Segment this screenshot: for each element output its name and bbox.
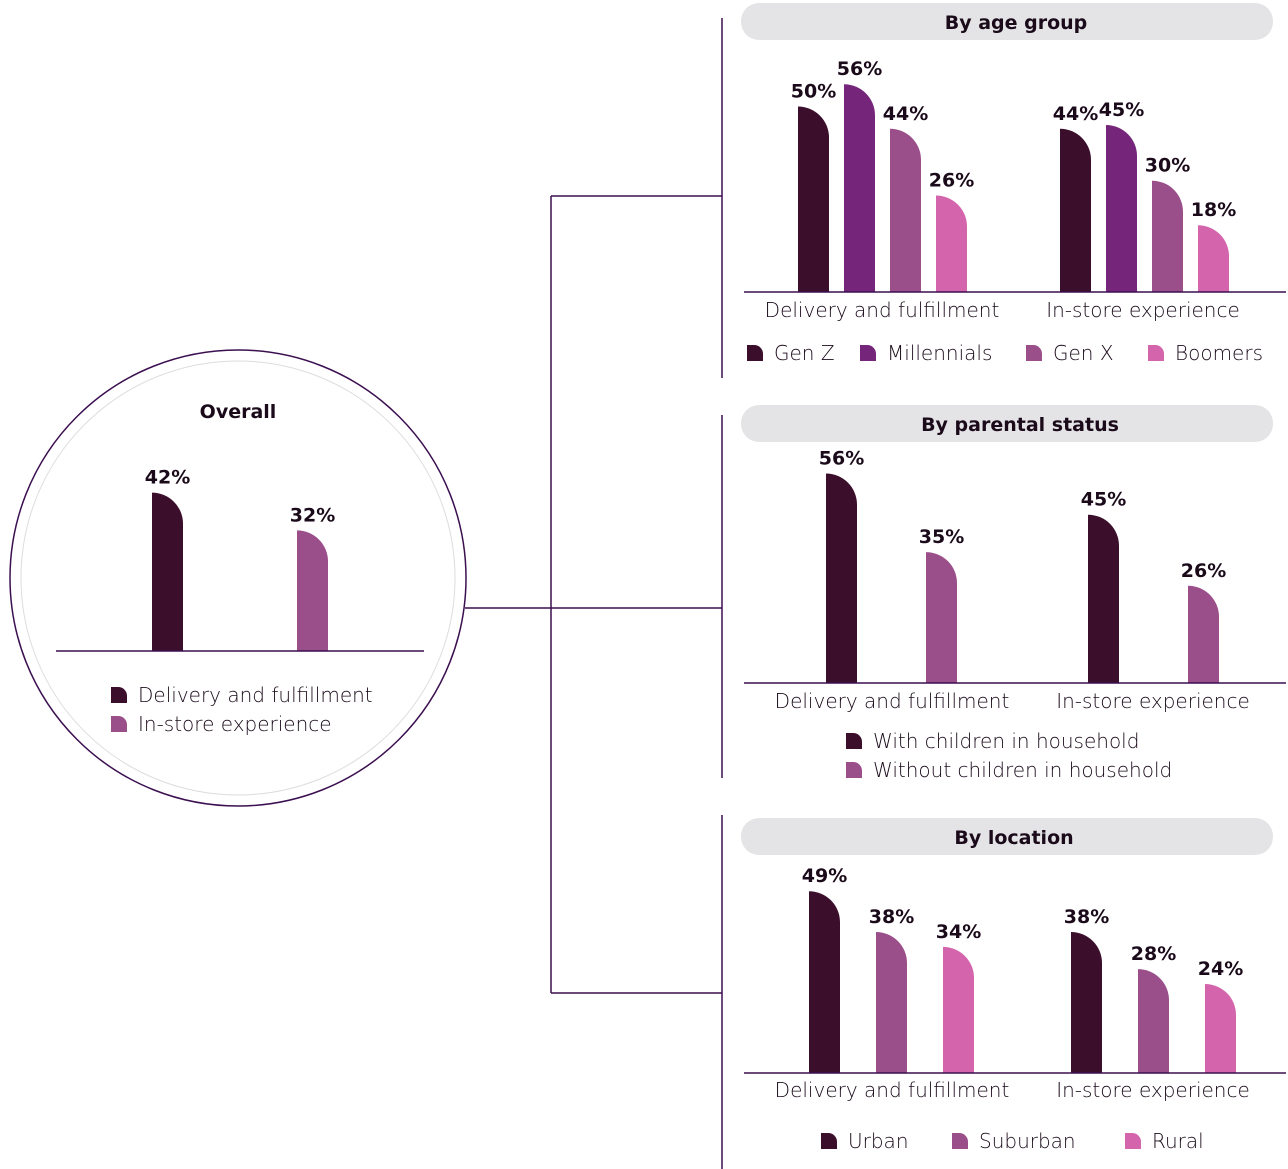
- legend-swatch-icon: [952, 1133, 968, 1149]
- legend-swatch-icon: [821, 1133, 837, 1149]
- data-label: 45%: [1081, 489, 1126, 511]
- bar: [152, 492, 183, 651]
- legend-swatch-icon: [1125, 1133, 1141, 1149]
- legend-swatch-icon: [111, 716, 127, 732]
- chart-title: By age group: [945, 12, 1088, 34]
- category-label: In-store experience: [1056, 689, 1250, 713]
- legend-label: Without children in household: [873, 758, 1172, 782]
- legend-label: Millennials: [887, 341, 992, 365]
- chart-title: By location: [954, 827, 1073, 849]
- chart-title: By parental status: [921, 414, 1119, 436]
- parental-header-bg: [741, 405, 1273, 442]
- data-label: 50%: [791, 81, 836, 103]
- data-label: 45%: [1099, 99, 1144, 121]
- bar: [1088, 514, 1119, 683]
- legend-label: With children in household: [873, 729, 1139, 753]
- legend-label: Urban: [848, 1129, 909, 1153]
- bar: [1188, 585, 1219, 683]
- chart-title: Overall: [200, 401, 277, 423]
- legend-swatch-icon: [747, 345, 763, 361]
- data-label: 26%: [929, 170, 974, 192]
- category-label: In-store experience: [1046, 298, 1240, 322]
- category-label: Delivery and fulfillment: [775, 689, 1010, 713]
- data-label: 38%: [869, 906, 914, 928]
- bar: [1198, 225, 1229, 292]
- legend-label: In-store experience: [138, 712, 332, 736]
- bar: [1106, 125, 1137, 292]
- category-label: In-store experience: [1056, 1078, 1250, 1102]
- data-label: 26%: [1181, 560, 1226, 582]
- bar: [936, 195, 967, 292]
- data-label: 35%: [919, 526, 964, 548]
- bar: [926, 552, 957, 683]
- data-label: 38%: [1064, 906, 1109, 928]
- data-label: 24%: [1198, 958, 1243, 980]
- legend-label: Boomers: [1175, 341, 1263, 365]
- chart-layer: Overall 42% 32% Delivery and fulfillment In-…: [56, 12, 1286, 1153]
- data-label: 56%: [819, 448, 864, 470]
- data-label: 56%: [837, 58, 882, 80]
- overall-inner-ring: [20, 360, 456, 796]
- bar: [1138, 969, 1169, 1073]
- bar: [798, 106, 829, 292]
- age-header-bg: [741, 3, 1273, 40]
- bar: [1205, 983, 1236, 1073]
- bar: [1060, 128, 1091, 292]
- data-label: 42%: [145, 467, 190, 489]
- bar: [876, 932, 907, 1073]
- bar: [1152, 180, 1183, 292]
- legend-label: Gen Z: [774, 341, 835, 365]
- data-label: 30%: [1145, 155, 1190, 177]
- connector-lines: [465, 18, 723, 1169]
- legend-swatch-icon: [846, 762, 862, 778]
- bar: [826, 473, 857, 683]
- legend-swatch-icon: [860, 345, 876, 361]
- bar: [943, 946, 974, 1073]
- legend-label: Rural: [1152, 1129, 1204, 1153]
- category-label: Delivery and fulfillment: [765, 298, 1000, 322]
- legend-swatch-icon: [846, 732, 862, 749]
- bar: [844, 84, 875, 293]
- data-label: 32%: [290, 504, 335, 526]
- legend-swatch-icon: [1148, 345, 1164, 361]
- legend-swatch-icon: [111, 687, 127, 703]
- bar: [809, 891, 840, 1073]
- legend-label: Delivery and fulfillment: [138, 683, 373, 707]
- data-label: 49%: [802, 865, 847, 887]
- legend-label: Suburban: [979, 1129, 1076, 1153]
- data-label: 18%: [1191, 199, 1236, 221]
- data-label: 44%: [1053, 103, 1098, 125]
- data-label: 44%: [883, 103, 928, 125]
- legend-swatch-icon: [1026, 345, 1042, 361]
- bar: [1071, 932, 1102, 1073]
- data-label: 28%: [1131, 943, 1176, 965]
- bar: [297, 530, 328, 651]
- location-header-bg: [741, 818, 1273, 855]
- data-label: 34%: [936, 921, 981, 943]
- category-label: Delivery and fulfillment: [775, 1078, 1010, 1102]
- bar: [890, 128, 921, 292]
- legend-label: Gen X: [1053, 341, 1114, 365]
